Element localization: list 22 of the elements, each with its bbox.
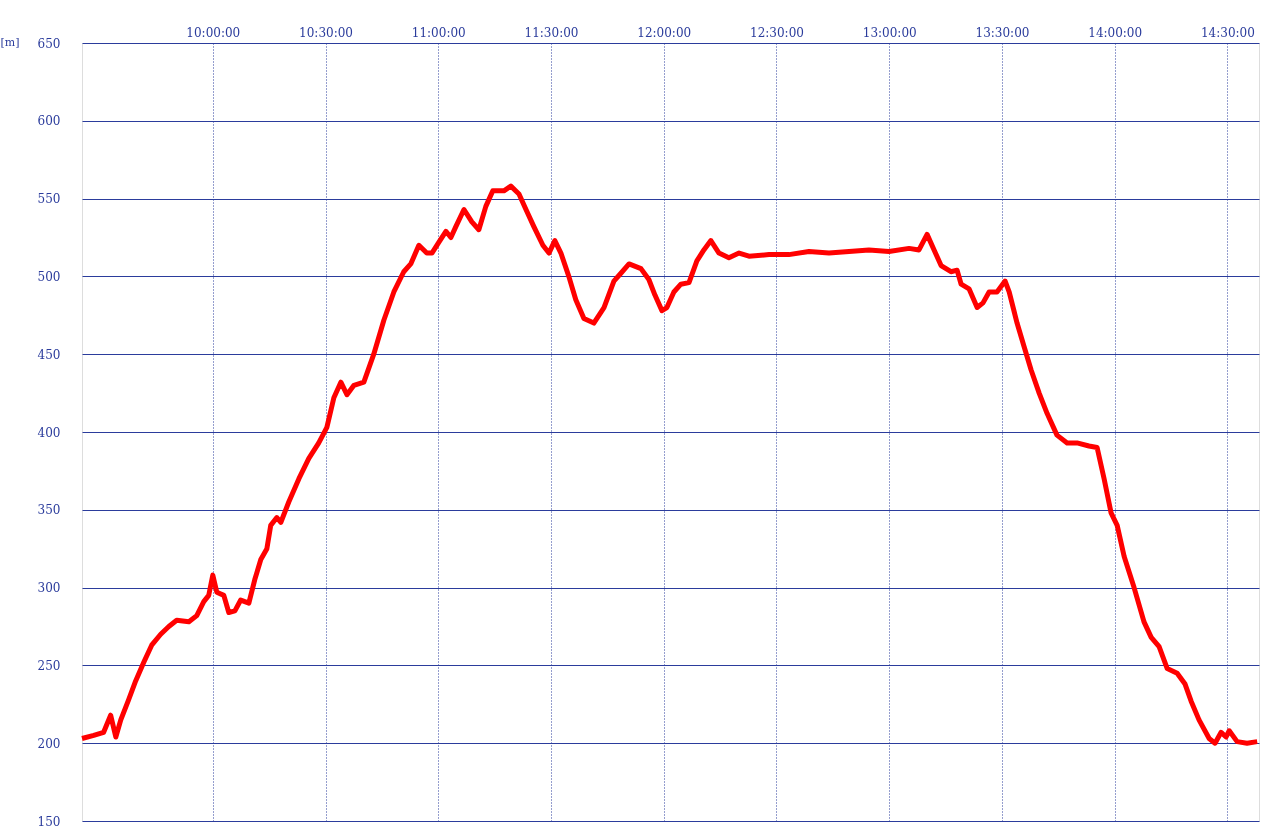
x-tick-label: 10:30:00 xyxy=(299,25,353,40)
x-tick-label: 12:00:00 xyxy=(637,25,692,40)
y-tick-label: 400 xyxy=(37,425,61,440)
x-tick-label: 14:00:00 xyxy=(1088,25,1143,40)
x-tick-label: 14:30:00 xyxy=(1200,25,1255,40)
x-tick-label: 12:30:00 xyxy=(750,25,804,40)
y-tick-label: 200 xyxy=(37,736,61,751)
x-tick-label: 13:00:00 xyxy=(862,25,917,40)
y-tick-label: 550 xyxy=(37,192,61,207)
y-tick-label: 300 xyxy=(37,581,61,596)
y-tick-label: 450 xyxy=(37,347,61,362)
y-tick-label: 150 xyxy=(37,814,61,828)
y-tick-label: 600 xyxy=(37,114,61,129)
x-tick-label: 10:00:00 xyxy=(186,25,241,40)
y-tick-label: 250 xyxy=(37,658,61,673)
y-tick-label: 500 xyxy=(37,269,61,284)
y-tick-label: 650 xyxy=(37,36,61,51)
y-tick-label: 350 xyxy=(37,503,61,518)
x-tick-label: 11:00:00 xyxy=(411,25,466,40)
y-axis-title: [m] xyxy=(0,35,20,49)
x-tick-label: 13:30:00 xyxy=(975,25,1030,40)
x-tick-label: 11:30:00 xyxy=(524,25,579,40)
